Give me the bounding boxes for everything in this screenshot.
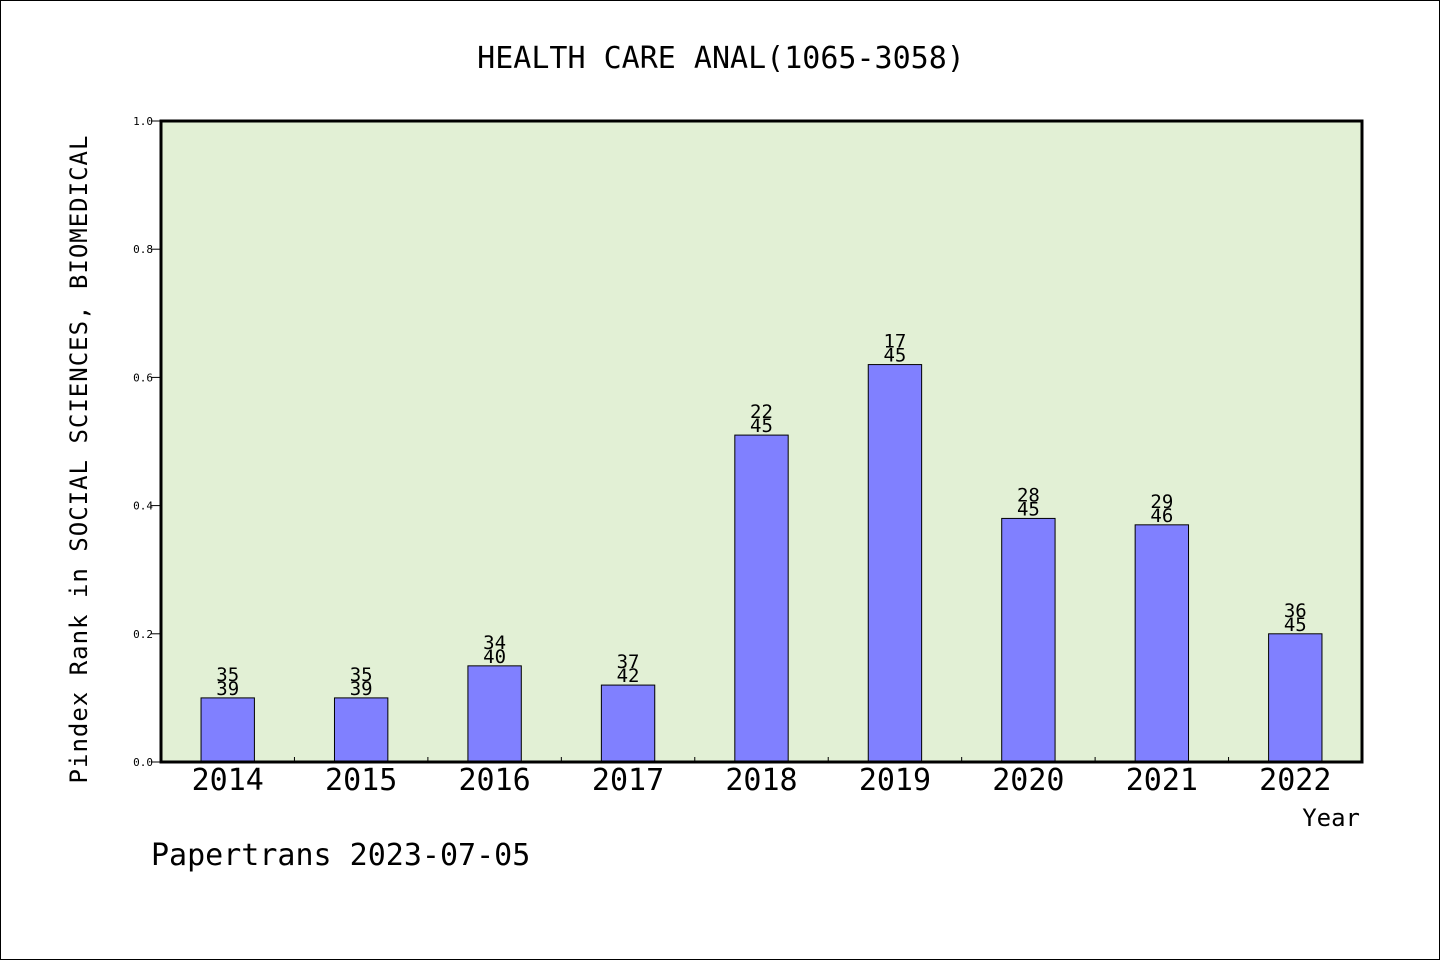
bar-label-total-2022: 45 bbox=[1284, 614, 1307, 636]
bar-label-total-2019: 45 bbox=[883, 345, 906, 367]
x-tick-label-2021: 2021 bbox=[1126, 763, 1198, 798]
bar-label-rank-2018: 22 bbox=[750, 401, 773, 423]
bar-2022 bbox=[1268, 633, 1323, 763]
bar-label-rank-2016: 34 bbox=[483, 632, 506, 654]
plot-border bbox=[159, 119, 1364, 764]
bar-2018 bbox=[734, 434, 789, 763]
x-tick-label-2022: 2022 bbox=[1259, 763, 1331, 798]
x-tick-label-2017: 2017 bbox=[592, 763, 664, 798]
bar-label-total-2018: 45 bbox=[750, 415, 773, 437]
bar-label-total-2016: 40 bbox=[483, 646, 506, 668]
x-tick-label-2014: 2014 bbox=[192, 763, 264, 798]
x-axis-label: Year bbox=[1302, 804, 1360, 832]
bar-label-rank-2020: 28 bbox=[1017, 484, 1040, 506]
bar-2019 bbox=[867, 364, 923, 763]
bar-label-total-2021: 46 bbox=[1150, 505, 1173, 527]
y-axis-label: Pindex Rank in SOCIAL SCIENCES, BIOMEDIC… bbox=[65, 135, 93, 784]
bar-label-total-2015: 39 bbox=[350, 678, 373, 700]
bar-label-total-2014: 39 bbox=[216, 678, 239, 700]
bar-2014 bbox=[200, 697, 255, 763]
bar-2017 bbox=[600, 684, 656, 763]
bar-label-rank-2017: 37 bbox=[617, 651, 640, 673]
x-tick-label-2015: 2015 bbox=[325, 763, 397, 798]
y-tick-label: 0.6 bbox=[133, 371, 153, 384]
bar-label-rank-2014: 35 bbox=[216, 664, 239, 686]
footer-credit: Papertrans 2023-07-05 bbox=[151, 838, 530, 873]
bar-label-total-2020: 45 bbox=[1017, 498, 1040, 520]
bar-2015 bbox=[333, 697, 389, 763]
x-tick-label-2020: 2020 bbox=[992, 763, 1064, 798]
axis-ticks-group: 2014 2015 2016 2017 2018 2019 2020 2021 2022 0.0 0… bbox=[133, 115, 1331, 798]
bar-label-rank-2022: 36 bbox=[1284, 600, 1307, 622]
bar-label-total-2017: 42 bbox=[617, 665, 640, 687]
y-tick-label: 1.0 bbox=[133, 115, 153, 128]
bar-label-rank-2019: 17 bbox=[883, 331, 906, 353]
bar-label-rank-2015: 35 bbox=[350, 664, 373, 686]
bar-2021 bbox=[1134, 524, 1190, 763]
bar-label-rank-2021: 29 bbox=[1150, 491, 1173, 513]
bar-2020 bbox=[1001, 517, 1056, 763]
x-tick-label-2019: 2019 bbox=[859, 763, 931, 798]
chart-title: HEALTH CARE ANAL(1065-3058) bbox=[477, 41, 965, 76]
bar-2016 bbox=[467, 665, 522, 763]
y-tick-label: 0.2 bbox=[133, 628, 153, 641]
y-tick-label: 0.0 bbox=[133, 756, 153, 769]
x-tick-label-2018: 2018 bbox=[725, 763, 797, 798]
y-tick-label: 0.8 bbox=[133, 243, 153, 256]
x-tick-label-2016: 2016 bbox=[458, 763, 530, 798]
y-tick-label: 0.4 bbox=[133, 500, 153, 513]
